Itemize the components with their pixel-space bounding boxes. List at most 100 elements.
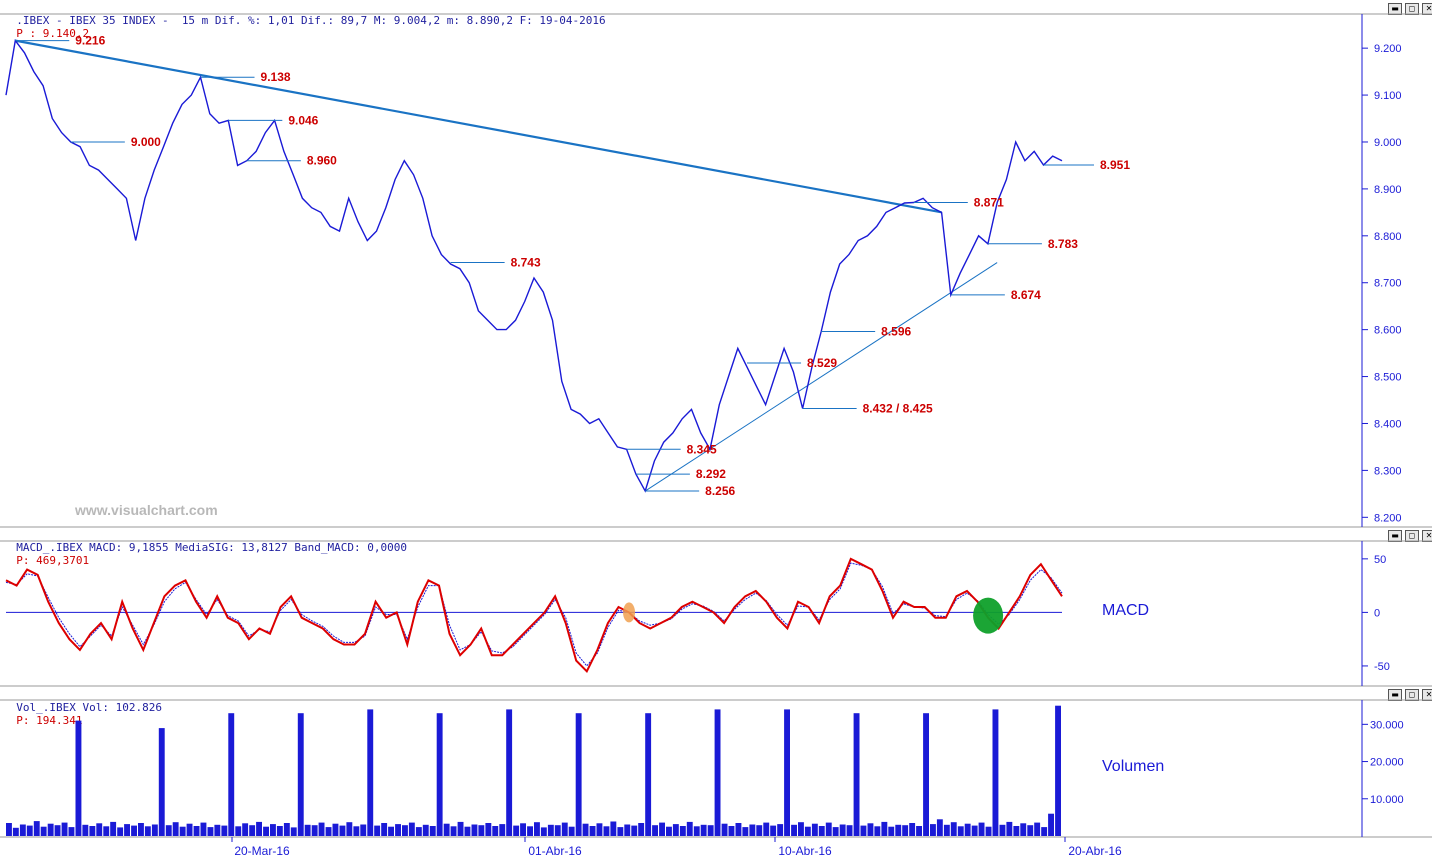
volume-bar xyxy=(804,826,811,836)
volume-bar xyxy=(242,823,249,836)
price-header-text: .IBEX - IBEX 35 INDEX - 15 m Dif. %: 1,0… xyxy=(16,14,606,27)
level-label: 8.960 xyxy=(307,154,337,168)
volume-bar xyxy=(957,826,964,836)
volume-bar xyxy=(415,827,422,836)
volume-bar xyxy=(679,826,686,836)
volume-bar xyxy=(82,824,89,836)
volume-bar xyxy=(1041,827,1048,836)
volume-bar xyxy=(603,826,610,836)
volume-bar xyxy=(485,823,492,836)
volume-bar xyxy=(596,823,603,836)
volume-bar xyxy=(617,827,624,836)
volume-bar xyxy=(96,823,103,836)
price-axis-label: 8.200 xyxy=(1374,512,1402,524)
support-trendline xyxy=(644,262,998,492)
volume-bar xyxy=(422,824,429,836)
volume-bar xyxy=(235,826,242,836)
volume-bar xyxy=(436,713,443,836)
volume-bar xyxy=(12,827,19,836)
resistance-trendline xyxy=(15,39,942,214)
volume-bar xyxy=(270,824,276,836)
macd-line xyxy=(5,557,1063,673)
vol-header-text: Vol_.IBEX Vol: 102.826 xyxy=(16,701,162,714)
volume-bar xyxy=(131,825,137,836)
volume-bar xyxy=(930,824,936,836)
volume-bar xyxy=(325,827,332,836)
volume-bar xyxy=(742,827,749,836)
price-axis-label: 8.800 xyxy=(1374,231,1402,243)
volume-bar xyxy=(228,713,235,836)
volume-bar xyxy=(798,822,804,836)
price-axis-label: 8.700 xyxy=(1374,278,1402,290)
volume-bar xyxy=(520,823,526,836)
volume-bar xyxy=(179,826,186,836)
volume-bar xyxy=(1027,825,1034,836)
volume-bar xyxy=(1048,813,1054,836)
volume-bar xyxy=(839,824,846,836)
price-axis-label: 8.900 xyxy=(1374,184,1402,196)
maximize-button[interactable]: ◻ xyxy=(1405,689,1419,701)
maximize-button[interactable]: ◻ xyxy=(1405,530,1419,542)
volume-bar xyxy=(304,824,311,836)
volume-bar xyxy=(193,826,200,836)
volume-bar xyxy=(700,824,707,836)
volume-bar xyxy=(26,825,33,836)
volume-bar xyxy=(506,709,513,836)
volume-bar xyxy=(318,822,325,836)
volume-bar xyxy=(714,709,721,836)
macd-cross-marker xyxy=(973,597,1004,634)
volume-bar xyxy=(33,821,40,836)
volume-bar xyxy=(513,825,520,836)
volume-bar xyxy=(547,824,554,836)
volume-bar xyxy=(846,825,853,836)
volume-bar xyxy=(186,823,193,836)
volume-bar xyxy=(332,823,339,836)
level-label: 8.674 xyxy=(1011,288,1041,302)
volume-bar xyxy=(346,822,353,836)
price-axis-label: 9.100 xyxy=(1374,90,1402,102)
volume-bar xyxy=(499,824,506,836)
macd-header: MACD_.IBEX MACD: 9,1855 MediaSIG: 13,812… xyxy=(3,528,407,567)
vol-header-value: P: 194.341 xyxy=(16,714,83,727)
volume-bar xyxy=(554,825,561,836)
volume-bar xyxy=(749,824,756,836)
price-window-controls: ▬ ◻ ✕ xyxy=(1388,3,1432,15)
macd-cross-marker xyxy=(623,602,636,623)
volume-bar xyxy=(721,823,728,836)
level-label: 8.292 xyxy=(696,467,726,481)
volume-bar xyxy=(770,825,777,836)
volume-axis-label: 10.000 xyxy=(1370,794,1404,806)
volume-bar xyxy=(825,822,832,836)
volume-bar xyxy=(89,826,96,836)
volume-bar xyxy=(283,823,290,836)
volume-bar xyxy=(360,824,367,836)
volume-bar xyxy=(478,825,485,836)
level-label: 9.000 xyxy=(131,135,161,149)
volume-bar xyxy=(47,823,54,836)
macd-panel-label: MACD xyxy=(1102,602,1149,619)
volume-bar xyxy=(832,827,839,836)
volume-bar xyxy=(624,824,631,836)
volume-bar xyxy=(138,823,144,836)
level-label: 8.743 xyxy=(511,256,541,270)
volume-bar xyxy=(1006,821,1013,836)
volume-bar xyxy=(763,822,770,836)
volume-bar xyxy=(172,822,179,836)
volume-bar xyxy=(165,825,172,836)
volume-bar xyxy=(784,709,790,836)
price-axis-label: 9.200 xyxy=(1374,43,1402,55)
volume-bar xyxy=(568,826,575,836)
level-label: 8.345 xyxy=(687,442,717,456)
volume-bar xyxy=(652,825,658,836)
macd-header-text: MACD_.IBEX MACD: 9,1855 MediaSIG: 13,812… xyxy=(16,541,407,554)
level-label: 9.138 xyxy=(261,70,291,84)
volume-bar xyxy=(936,819,943,837)
volume-bar xyxy=(916,826,922,836)
volume-bar xyxy=(610,821,617,836)
volume-bar xyxy=(200,822,207,836)
volume-bar xyxy=(540,827,547,836)
volume-bar xyxy=(457,821,464,836)
volume-bar xyxy=(672,824,679,836)
volume-bar xyxy=(756,825,763,836)
level-label: 8.871 xyxy=(974,196,1004,210)
